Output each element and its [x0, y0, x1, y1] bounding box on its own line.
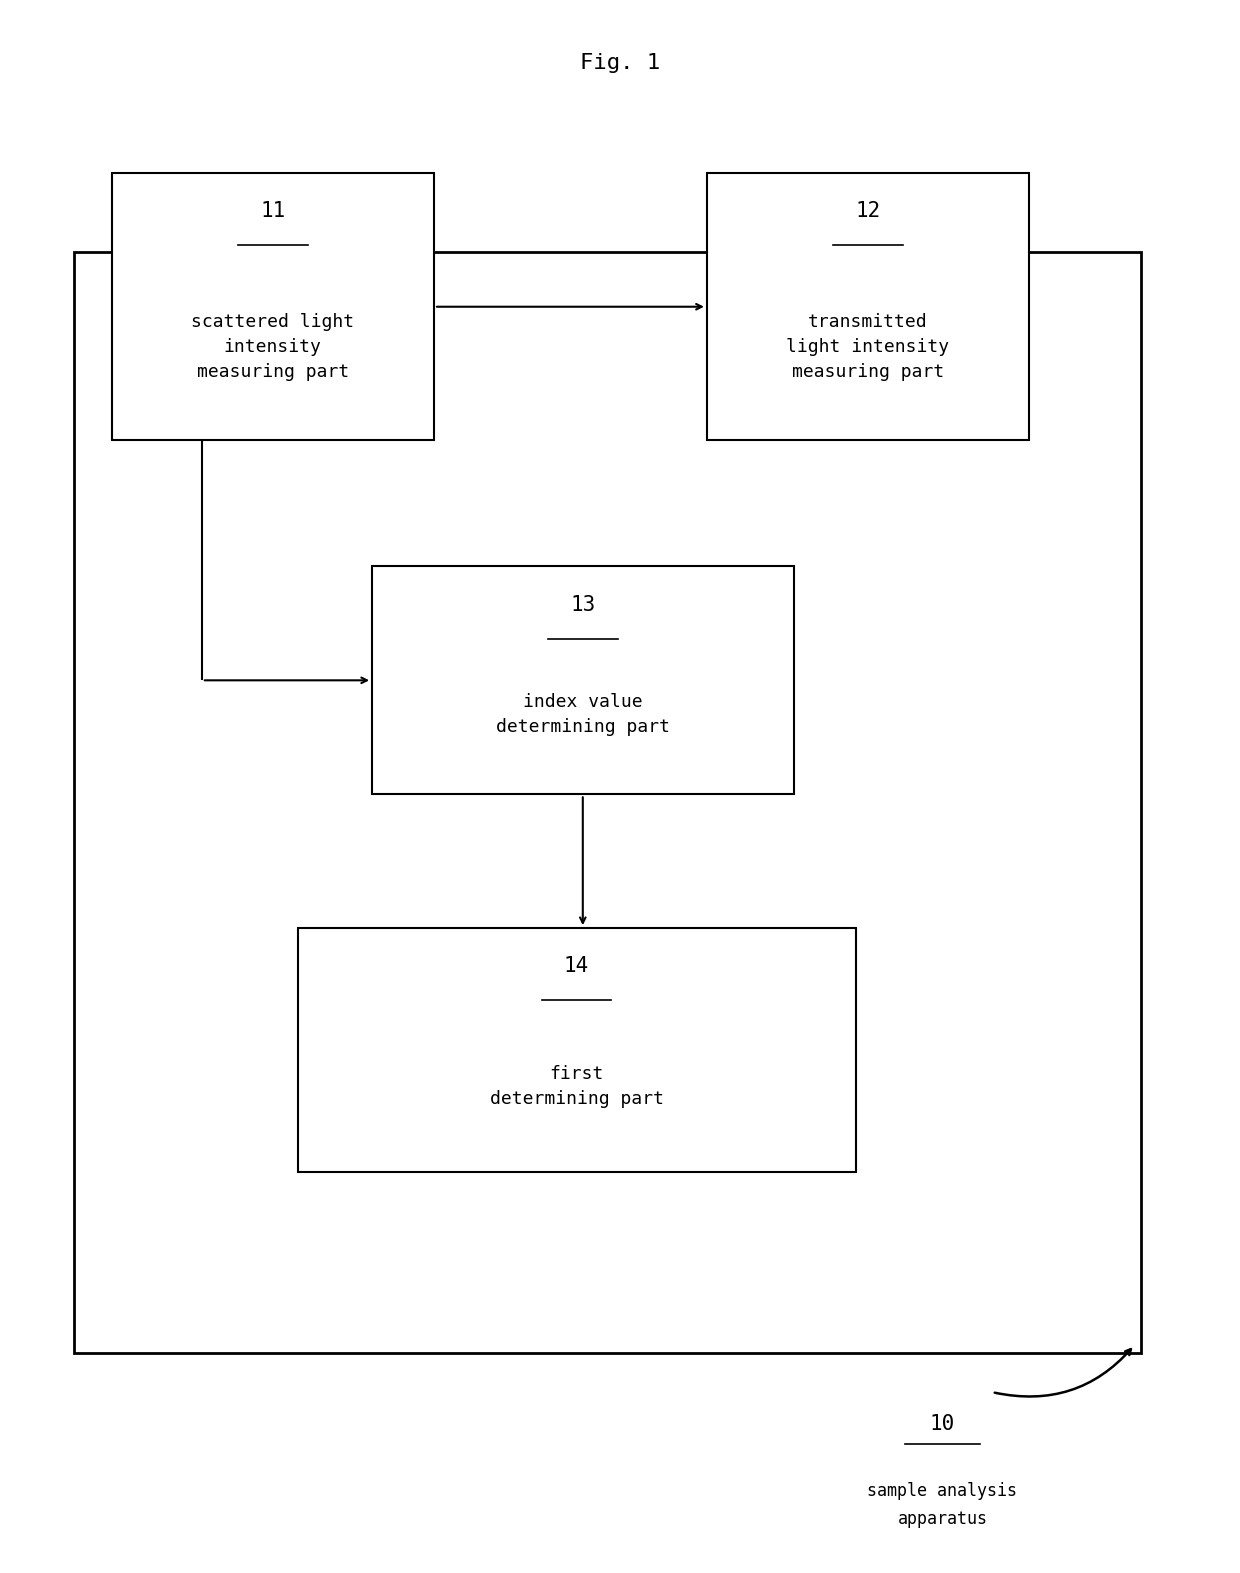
Text: 10: 10	[930, 1414, 955, 1433]
Text: 13: 13	[570, 595, 595, 615]
Text: index value
determining part: index value determining part	[496, 694, 670, 736]
Text: 14: 14	[564, 956, 589, 977]
Bar	[707, 173, 1029, 440]
Bar	[298, 928, 856, 1172]
Text: transmitted
light intensity
measuring part: transmitted light intensity measuring pa…	[786, 313, 950, 381]
Text: sample analysis
apparatus: sample analysis apparatus	[868, 1482, 1017, 1527]
Text: 12: 12	[856, 201, 880, 222]
Text: scattered light
intensity
measuring part: scattered light intensity measuring part	[191, 313, 355, 381]
Bar	[372, 566, 794, 794]
Bar	[74, 252, 1141, 1353]
Text: first
determining part: first determining part	[490, 1065, 663, 1107]
Text: 11: 11	[260, 201, 285, 222]
Bar	[112, 173, 434, 440]
Text: Fig. 1: Fig. 1	[580, 53, 660, 72]
